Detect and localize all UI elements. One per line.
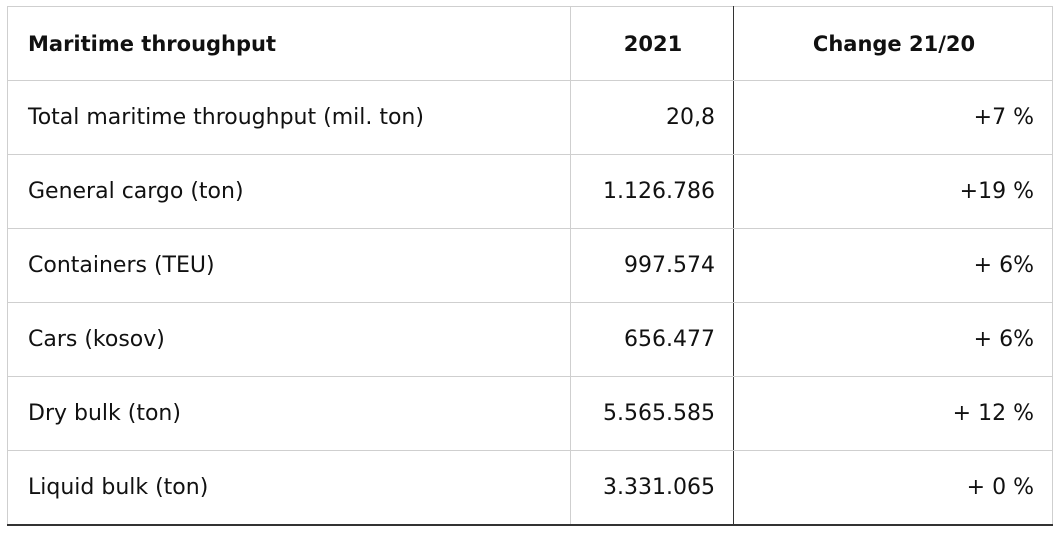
table-row: Dry bulk (ton) 5.565.585 + 12 %: [7, 376, 1053, 451]
table-row: Total maritime throughput (mil. ton) 20,…: [7, 80, 1053, 155]
row-label: Dry bulk (ton): [7, 376, 571, 451]
row-change: +19 %: [733, 154, 1053, 229]
row-change: + 0 %: [733, 450, 1053, 526]
table-row: Liquid bulk (ton) 3.331.065 + 0 %: [7, 450, 1053, 526]
row-label: General cargo (ton): [7, 154, 571, 229]
row-change: + 12 %: [733, 376, 1053, 451]
row-value: 1.126.786: [570, 154, 734, 229]
row-value: 997.574: [570, 228, 734, 303]
column-header-year: 2021: [570, 6, 734, 81]
row-value: 5.565.585: [570, 376, 734, 451]
table-header-row: Maritime throughput 2021 Change 21/20: [7, 6, 1053, 81]
row-label: Liquid bulk (ton): [7, 450, 571, 526]
row-label: Containers (TEU): [7, 228, 571, 303]
row-value: 20,8: [570, 80, 734, 155]
table-row: General cargo (ton) 1.126.786 +19 %: [7, 154, 1053, 229]
row-change: + 6%: [733, 302, 1053, 377]
table-row: Cars (kosov) 656.477 + 6%: [7, 302, 1053, 377]
table-row: Containers (TEU) 997.574 + 6%: [7, 228, 1053, 303]
column-header-metric: Maritime throughput: [7, 6, 571, 81]
row-change: + 6%: [733, 228, 1053, 303]
row-change: +7 %: [733, 80, 1053, 155]
row-value: 656.477: [570, 302, 734, 377]
row-label: Total maritime throughput (mil. ton): [7, 80, 571, 155]
column-header-change: Change 21/20: [733, 6, 1053, 81]
maritime-throughput-table: Maritime throughput 2021 Change 21/20 To…: [7, 6, 1053, 526]
row-value: 3.331.065: [570, 450, 734, 526]
row-label: Cars (kosov): [7, 302, 571, 377]
